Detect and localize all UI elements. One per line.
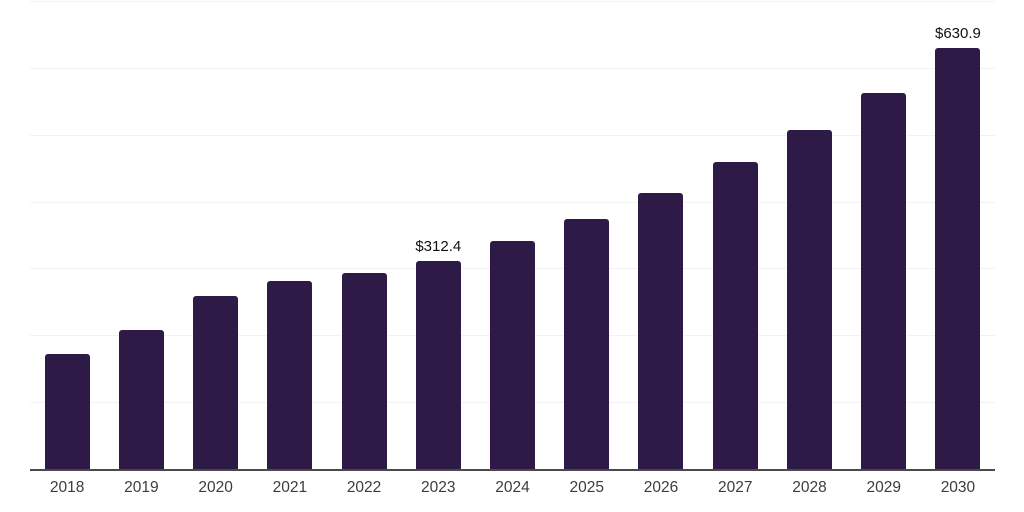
gridline [30,134,995,136]
bar-value-label: $312.4 [415,238,462,256]
x-axis-label: 2018 [49,479,85,496]
bar: $312.4 [415,238,461,470]
gridline [30,1,995,2]
bar-slot [30,2,104,470]
bar-slot [772,2,846,470]
bar-slot [550,2,624,470]
x-axis-label: 2024 [495,479,530,496]
bar [341,272,387,470]
bar [118,329,164,470]
x-axis-line [30,469,995,471]
bar [786,129,832,470]
bar-slot [847,2,921,470]
x-axis-label: 2026 [643,479,679,496]
bar-slot: $312.4 [401,2,475,470]
x-axis-labels: 2018 2019 2020 2021 2022 2023 2024 2025 2026 2027… [30,479,995,497]
x-axis-label: 2019 [124,479,159,496]
x-axis-label: 2021 [272,479,308,496]
x-axis-label: 2025 [569,479,604,496]
bar-slot [475,2,549,470]
bars-layer: $312.4 $630.9 [30,2,995,470]
x-axis-label: 2022 [346,479,382,496]
bar-slot [104,2,178,470]
bar [267,280,313,470]
bar-slot [624,2,698,470]
bar-slot: $630.9 [921,2,995,470]
bar-slot [253,2,327,470]
bar: $630.9 [935,25,981,470]
bar [712,162,758,470]
x-axis-label: 2028 [792,479,827,496]
bar [193,296,239,470]
gridline [30,201,995,203]
bar-slot [698,2,772,470]
x-axis-label: 2020 [198,479,233,496]
bar [861,92,907,470]
bar [564,219,610,470]
x-axis-label: 2027 [717,479,753,496]
x-axis-label: 2030 [940,479,976,496]
x-axis-label: 2023 [421,479,456,496]
bar [44,354,90,470]
x-axis-label: 2029 [866,479,901,496]
plot-area: $312.4 $630.9 [30,1,995,471]
bar-slot [178,2,252,470]
gridline [30,67,995,69]
bar [490,241,536,470]
bar [638,192,684,470]
bar-slot [327,2,401,470]
bar-value-label: $630.9 [934,25,981,43]
